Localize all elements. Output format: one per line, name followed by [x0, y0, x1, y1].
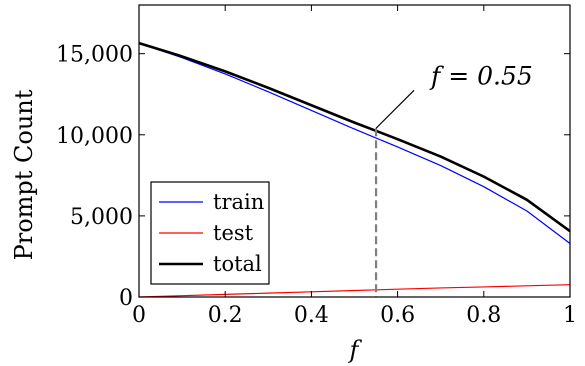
plot-frame [138, 4, 571, 298]
series-line-total [138, 41, 571, 233]
y-tick-label: 5,000 [70, 205, 133, 230]
x-tick-label: 1 [563, 303, 577, 328]
y-tick-label: 15,000 [56, 43, 133, 68]
y-tick-label: 10,000 [56, 124, 133, 149]
annotation-leader-line [375, 89, 415, 129]
y-axis-label: Prompt Count [10, 89, 38, 260]
y-tick-label: 0 [119, 286, 133, 311]
legend-label-train: train [213, 190, 264, 214]
legend-label-test: test [213, 221, 254, 245]
legend-label-total: total [213, 252, 262, 276]
x-axis-label: f [348, 336, 363, 364]
plot-area: f = 0.55 0 0.2 0.4 0.6 0.8 1 0 5,000 10,000 15,000… [56, 4, 577, 328]
x-tick-label: 0 [132, 303, 146, 328]
x-tick-label: 0.8 [466, 303, 501, 328]
series-line-test [138, 284, 571, 298]
x-tick-label: 0.4 [294, 303, 329, 328]
x-tick-label: 0.2 [208, 303, 243, 328]
x-tick-label: 0.6 [380, 303, 415, 328]
series-line-train [138, 42, 571, 244]
annotation-label: f = 0.55 [429, 61, 533, 90]
